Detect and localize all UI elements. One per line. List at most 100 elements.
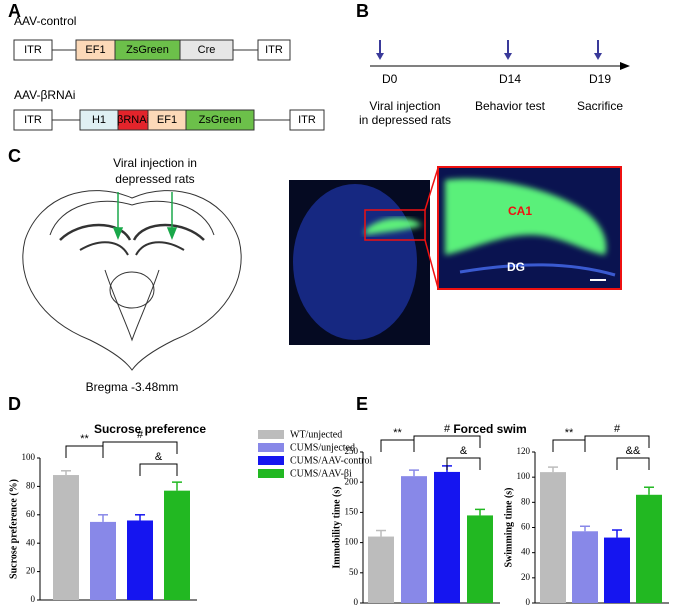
construct-element-label: Cre [198, 44, 216, 56]
time-arrowhead [376, 53, 384, 60]
bar [127, 520, 153, 600]
y-tick-label: 60 [26, 509, 36, 519]
y-axis-label: Swimming time (s) [503, 488, 514, 568]
injection-arrows [112, 192, 178, 241]
construct-element-label: ITR [24, 44, 42, 56]
timeline-arrowhead [620, 62, 630, 70]
panel-label: C [8, 146, 21, 166]
ca1-label: CA1 [508, 204, 532, 218]
construct-element-label: EF1 [85, 44, 105, 56]
time-event: Sacrifice [577, 99, 623, 113]
legend-swatch [258, 430, 284, 439]
y-tick-label: 250 [345, 446, 359, 456]
bar [636, 494, 662, 603]
chart-title: Forced swim [453, 422, 526, 436]
construct-element [185, 109, 255, 131]
significance-bracket [102, 441, 178, 454]
time-day: D14 [499, 72, 521, 86]
y-tick-label: 100 [517, 471, 531, 481]
legend-swatch [258, 469, 284, 478]
construct-element-label: H1 [92, 114, 106, 126]
y-tick-label: 50 [349, 567, 359, 577]
significance-bracket [413, 435, 481, 448]
significance-bracket [446, 457, 481, 470]
construct-name: AAV-βRNAi [14, 88, 75, 102]
y-tick-label: 0 [354, 597, 359, 607]
bar [53, 475, 79, 600]
panel-label: A [8, 1, 21, 21]
panel-label: E [356, 394, 368, 414]
fluorescence-image [289, 166, 622, 345]
bar [401, 476, 427, 603]
construct-element [13, 109, 53, 131]
legend-label: CUMS/AAV-βi [290, 468, 352, 479]
legend-label: CUMS/AAV-control [290, 455, 372, 466]
construct-element [257, 39, 291, 61]
construct-element-label: ITR [24, 114, 42, 126]
legend-swatch [258, 456, 284, 465]
y-tick-label: 150 [345, 506, 359, 516]
construct-element-label: βRNAi [117, 114, 149, 126]
bar [540, 472, 566, 603]
time-event: Behavior test [475, 99, 546, 113]
y-tick-label: 120 [517, 446, 531, 456]
y-tick-label: 40 [26, 537, 36, 547]
injection-label: depressed rats [115, 172, 194, 186]
construct-element-label: ITR [298, 114, 316, 126]
brain-outline [22, 190, 242, 371]
significance-label: & [460, 445, 468, 457]
bar [434, 471, 460, 603]
significance-label: ** [565, 427, 574, 439]
construct-element-label: ZsGreen [199, 114, 242, 126]
bar [604, 537, 630, 603]
y-tick-label: 0 [526, 597, 531, 607]
significance-bracket [65, 445, 104, 458]
construct-element-label: ZsGreen [126, 44, 169, 56]
time-arrowhead [594, 53, 602, 60]
y-tick-label: 80 [521, 496, 531, 506]
y-tick-label: 100 [22, 452, 36, 462]
significance-label: ** [393, 427, 402, 439]
y-axis-label: Sucrose preference (%) [8, 479, 19, 579]
chart-title: Sucrose preference [94, 422, 206, 436]
y-tick-label: 200 [345, 476, 359, 486]
time-day: D0 [382, 72, 398, 86]
time-event: Viral injection [369, 99, 440, 113]
bar [164, 490, 190, 600]
time-arrowhead [504, 53, 512, 60]
injection-label: Viral injection in [113, 156, 197, 170]
y-tick-label: 20 [26, 566, 36, 576]
bar [90, 521, 116, 600]
y-tick-label: 60 [521, 522, 531, 532]
y-tick-label: 0 [31, 594, 36, 604]
significance-label: # [137, 429, 144, 441]
construct-element [13, 39, 53, 61]
bar [467, 515, 493, 603]
legend-swatch [258, 443, 284, 452]
significance-bracket [616, 457, 650, 470]
bregma-label: Bregma -3.48mm [86, 380, 179, 394]
bar [572, 531, 598, 603]
construct-element-label: ITR [265, 44, 283, 56]
y-axis-label: Immobility time (s) [331, 486, 342, 568]
significance-bracket [380, 439, 415, 452]
construct-name: AAV-control [14, 14, 76, 28]
bar [368, 536, 394, 603]
construct-element [179, 39, 234, 61]
significance-label: # [614, 423, 621, 435]
time-day: D19 [589, 72, 611, 86]
significance-label: && [626, 445, 641, 457]
y-tick-label: 20 [521, 572, 531, 582]
time-event: in depressed rats [359, 113, 451, 127]
significance-bracket [552, 439, 586, 452]
significance-label: & [155, 451, 163, 463]
panel-label: D [8, 394, 21, 414]
y-tick-label: 80 [26, 480, 36, 490]
legend-label: CUMS/unjected [290, 442, 355, 453]
y-tick-label: 40 [521, 547, 531, 557]
significance-bracket [584, 435, 650, 448]
significance-label: # [444, 423, 451, 435]
dg-label: DG [507, 260, 525, 274]
significance-bracket [139, 463, 178, 476]
